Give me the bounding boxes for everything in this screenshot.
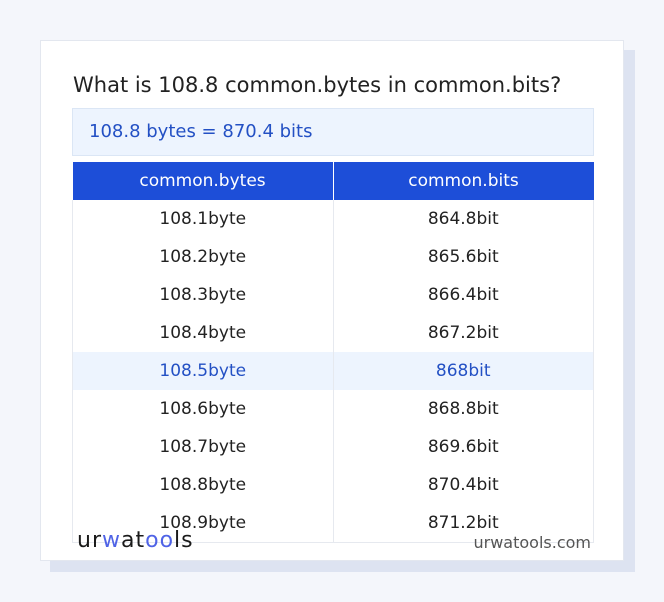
bytes-cell: 108.9byte (72, 504, 334, 543)
bytes-cell: 108.5byte (72, 352, 334, 390)
bits-cell: 867.2bit (332, 314, 594, 352)
result-box: 108.8 bytes = 870.4 bits (72, 108, 594, 156)
bits-cell: 868.8bit (332, 390, 594, 428)
bytes-cell: 108.3byte (72, 276, 334, 314)
table-row: 108.4byte 867.2bit (72, 314, 594, 352)
table-row: 108.6byte 868.8bit (72, 390, 594, 428)
urwatools-logo[interactable]: urwatools (77, 528, 194, 553)
bits-cell: 866.4bit (332, 276, 594, 314)
table-row: 108.9byte 871.2bit (72, 504, 594, 543)
table-row: 108.7byte 869.6bit (72, 428, 594, 466)
bits-cell: 865.6bit (332, 238, 594, 276)
bits-cell: 870.4bit (332, 466, 594, 504)
bytes-cell: 108.4byte (72, 314, 334, 352)
bits-cell: 871.2bit (332, 504, 594, 543)
converter-card: What is 108.8 common.bytes in common.bit… (40, 40, 624, 561)
table-row: 108.5byte 868bit (72, 352, 594, 390)
bytes-cell: 108.6byte (72, 390, 334, 428)
bytes-cell: 108.1byte (72, 200, 334, 238)
site-link[interactable]: urwatools.com (473, 533, 592, 552)
bytes-cell: 108.7byte (72, 428, 334, 466)
conversion-table: common.bytes common.bits 108.1byte 864.8b… (72, 162, 594, 543)
table-row: 108.2byte 865.6bit (72, 238, 594, 276)
column-header-bits: common.bits (332, 162, 594, 200)
bytes-cell: 108.8byte (72, 466, 334, 504)
bytes-cell: 108.2byte (72, 238, 334, 276)
column-header-bytes: common.bytes (72, 162, 333, 200)
bits-cell: 864.8bit (332, 200, 594, 238)
bits-cell: 869.6bit (332, 428, 594, 466)
table-row: 108.8byte 870.4bit (72, 466, 594, 504)
table-row: 108.1byte 864.8bit (72, 200, 594, 238)
table-row: 108.3byte 866.4bit (72, 276, 594, 314)
page-title: What is 108.8 common.bytes in common.bit… (73, 73, 562, 97)
bits-cell: 868bit (332, 352, 594, 390)
